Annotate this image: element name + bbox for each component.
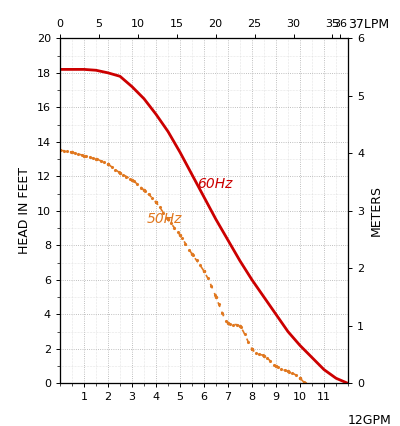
Text: 50Hz: 50Hz <box>146 212 182 226</box>
Text: 60Hz: 60Hz <box>197 178 232 191</box>
Text: 37LPM: 37LPM <box>348 18 389 32</box>
Text: 12GPM: 12GPM <box>348 414 392 426</box>
Y-axis label: METERS: METERS <box>370 185 383 236</box>
Y-axis label: HEAD IN FEET: HEAD IN FEET <box>18 167 31 254</box>
